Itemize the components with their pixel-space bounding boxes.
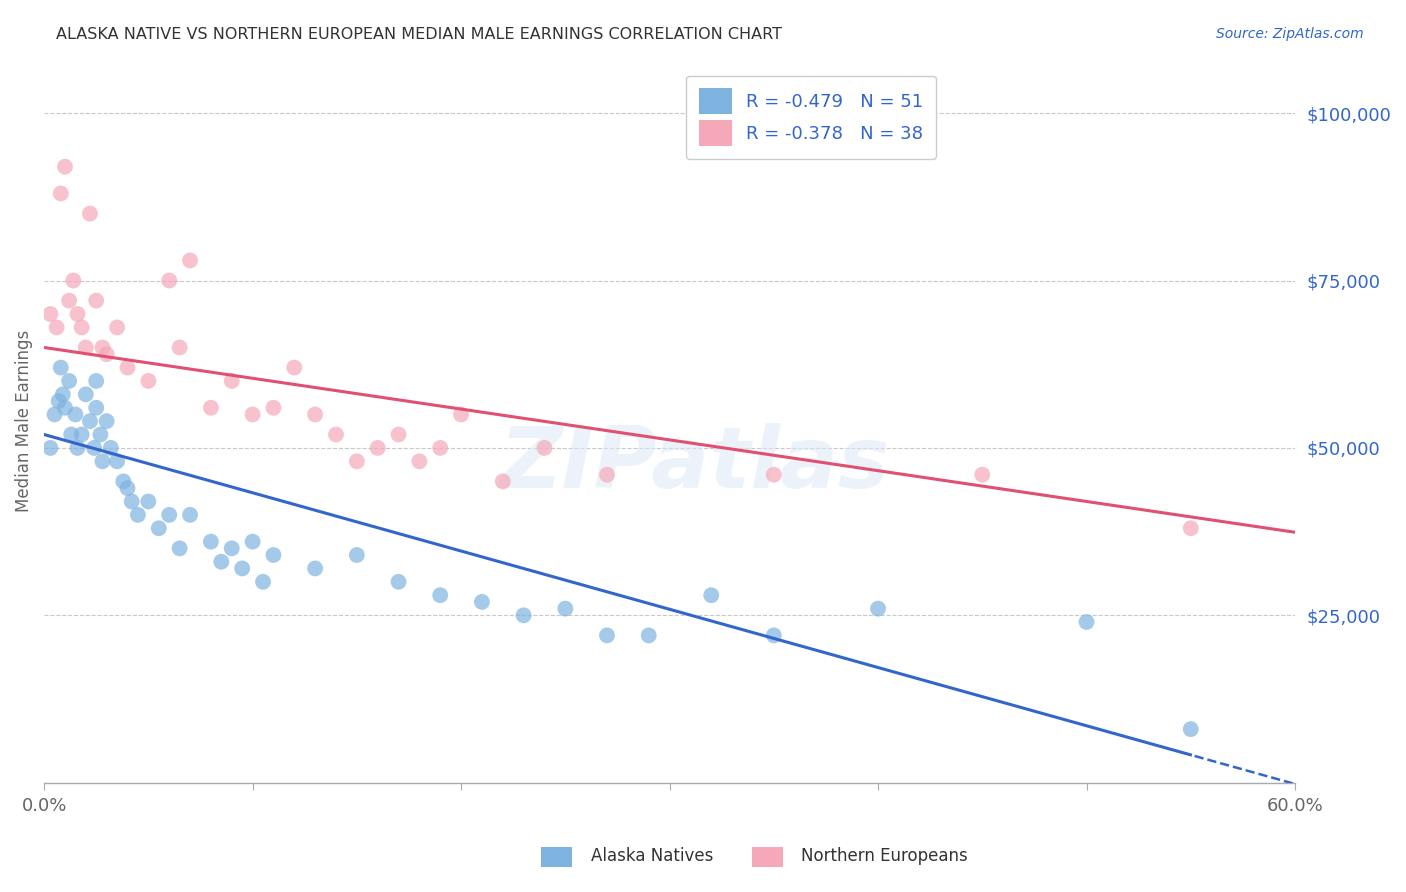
Point [387,427,409,442]
Text: ZIPatlas: ZIPatlas [499,423,890,506]
Point [121,494,143,508]
Point [112,475,135,489]
Point [304,408,326,422]
Point [200,534,222,549]
Point [96,414,118,428]
Point [157,508,180,522]
Point [75,387,97,401]
Point [429,588,451,602]
Point [972,467,994,482]
Text: Alaska Natives: Alaska Natives [591,847,713,865]
Point [45,320,67,334]
Point [200,401,222,415]
Point [179,508,201,522]
Point [39,441,62,455]
Point [252,574,274,589]
Point [700,588,723,602]
Legend: R = -0.479   N = 51, R = -0.378   N = 38: R = -0.479 N = 51, R = -0.378 N = 38 [686,76,936,159]
Point [58,293,80,308]
Point [138,374,160,388]
Point [79,206,101,220]
Point [53,401,76,415]
Point [96,347,118,361]
Point [84,293,107,308]
Point [91,454,114,468]
Point [70,427,93,442]
Y-axis label: Median Male Earnings: Median Male Earnings [15,330,32,512]
Point [429,441,451,455]
Point [44,408,66,422]
Point [79,414,101,428]
Point [450,408,472,422]
Point [408,454,430,468]
Point [84,374,107,388]
Text: Source: ZipAtlas.com: Source: ZipAtlas.com [1216,27,1364,41]
Point [1180,521,1202,535]
Point [138,494,160,508]
Point [53,160,76,174]
Point [283,360,305,375]
Point [169,541,191,556]
Point [117,481,139,495]
Point [49,186,72,201]
Point [1076,615,1098,629]
Point [60,427,83,442]
Point [49,360,72,375]
Point [58,374,80,388]
Point [512,608,534,623]
Text: Northern Europeans: Northern Europeans [801,847,969,865]
Text: ALASKA NATIVE VS NORTHERN EUROPEAN MEDIAN MALE EARNINGS CORRELATION CHART: ALASKA NATIVE VS NORTHERN EUROPEAN MEDIA… [56,27,782,42]
Point [70,320,93,334]
Point [762,628,785,642]
Point [39,307,62,321]
Point [346,548,368,562]
Point [262,401,284,415]
Point [157,274,180,288]
Point [179,253,201,268]
Point [367,441,389,455]
Point [91,341,114,355]
Point [65,408,87,422]
Point [105,320,128,334]
Point [637,628,659,642]
Point [127,508,149,522]
Point [554,601,576,615]
Point [596,628,619,642]
Point [387,574,409,589]
Point [75,341,97,355]
Point [304,561,326,575]
Point [83,441,105,455]
Point [242,408,264,422]
Point [66,441,89,455]
Point [325,427,347,442]
Point [346,454,368,468]
Point [242,534,264,549]
Point [48,394,70,409]
Point [1180,722,1202,736]
Point [231,561,253,575]
Point [84,401,107,415]
Point [221,541,243,556]
Point [762,467,785,482]
Point [66,307,89,321]
Point [62,274,84,288]
Point [100,441,122,455]
Point [533,441,555,455]
Point [221,374,243,388]
Point [471,595,494,609]
Point [89,427,111,442]
Point [117,360,139,375]
Point [262,548,284,562]
Point [169,341,191,355]
Point [209,555,232,569]
Point [52,387,75,401]
Point [596,467,619,482]
Point [492,475,515,489]
Point [866,601,889,615]
Point [148,521,170,535]
Point [105,454,128,468]
